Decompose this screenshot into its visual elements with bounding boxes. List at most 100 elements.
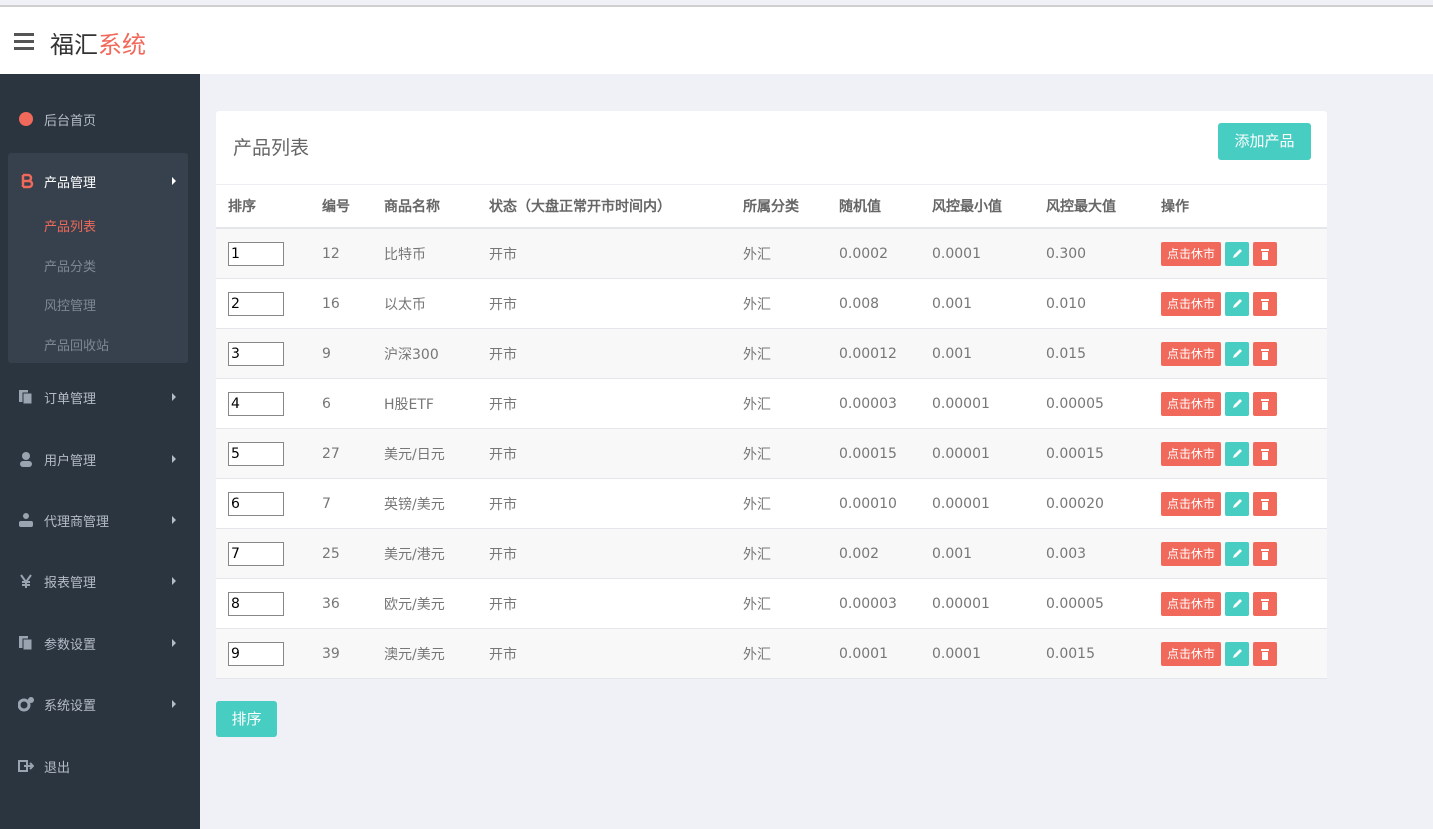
sidebar: 后台首页产品管理产品列表产品分类风控管理产品回收站订单管理用户管理代理商管理报表…	[0, 74, 200, 829]
close-market-button[interactable]: 点击休市	[1161, 541, 1222, 566]
delete-button[interactable]	[1253, 391, 1278, 416]
submenu-item[interactable]: 产品列表	[44, 220, 97, 235]
cell	[216, 278, 310, 329]
edit-button[interactable]	[1225, 341, 1250, 366]
cell	[216, 528, 310, 579]
submenu-item[interactable]: 产品回收站	[44, 338, 110, 354]
cell: 以太币	[372, 278, 477, 329]
delete-button[interactable]	[1253, 641, 1278, 666]
sort-input[interactable]	[228, 291, 284, 316]
cell: 点击休市	[1149, 378, 1327, 429]
delete-icon	[1261, 398, 1270, 410]
cell: 点击休市	[1149, 628, 1327, 679]
close-market-button[interactable]: 点击休市	[1161, 341, 1222, 366]
sort-button[interactable]: 排序	[216, 701, 277, 737]
menu-item[interactable]: 系统设置	[18, 694, 96, 714]
cell	[216, 228, 310, 279]
sort-input[interactable]	[228, 241, 284, 266]
cell: 39	[310, 628, 372, 679]
delete-icon	[1261, 298, 1270, 310]
cell: 0.00003	[827, 578, 920, 629]
sort-input[interactable]	[228, 391, 284, 416]
cell	[216, 578, 310, 629]
edit-button[interactable]	[1225, 441, 1250, 466]
close-market-button[interactable]: 点击休市	[1161, 491, 1222, 516]
edit-button[interactable]	[1225, 391, 1250, 416]
cell: 0.00015	[1034, 428, 1149, 479]
cell: 开市	[477, 528, 731, 579]
cell	[216, 628, 310, 679]
cell: 0.0002	[827, 228, 920, 279]
delete-icon	[1261, 548, 1270, 560]
menu-item[interactable]: 退出	[18, 756, 70, 776]
menu-item[interactable]: 报表管理	[18, 571, 96, 591]
close-market-button[interactable]: 点击休市	[1161, 391, 1222, 416]
submenu-item[interactable]: 风控管理	[44, 299, 97, 314]
menu-label: 退出	[44, 760, 71, 776]
delete-button[interactable]	[1253, 591, 1278, 616]
column-header: 风控最大值	[1034, 184, 1149, 229]
edit-button[interactable]	[1225, 641, 1250, 666]
cell: 点击休市	[1149, 428, 1327, 479]
menu-label: 系统设置	[44, 698, 97, 714]
delete-button[interactable]	[1253, 541, 1278, 566]
brand: 福汇系统	[50, 25, 146, 60]
cell: 0.010	[1034, 278, 1149, 329]
edit-button[interactable]	[1225, 241, 1250, 266]
cell: 开市	[477, 428, 731, 479]
close-market-button[interactable]: 点击休市	[1161, 241, 1222, 266]
menu-item[interactable]: 用户管理	[18, 449, 96, 469]
sort-input[interactable]	[228, 441, 284, 466]
close-market-button[interactable]: 点击休市	[1161, 291, 1222, 316]
brand-text: 福汇	[50, 31, 98, 59]
edit-button[interactable]	[1225, 491, 1250, 516]
delete-button[interactable]	[1253, 341, 1278, 366]
menu-item[interactable]: 后台首页	[18, 109, 96, 129]
delete-button[interactable]	[1253, 241, 1278, 266]
edit-button[interactable]	[1225, 291, 1250, 316]
cell: 点击休市	[1149, 328, 1327, 379]
delete-icon	[1261, 598, 1270, 610]
close-market-button[interactable]: 点击休市	[1161, 591, 1222, 616]
add-button[interactable]: 添加产品	[1218, 123, 1311, 160]
product-table: 排序 编号 商品名称 状态（大盘正常开市时间内） 所属分类 随机值 风控最小值 风控最大值 操作…	[216, 184, 1327, 679]
edit-icon	[1233, 448, 1243, 458]
cell: 0.00001	[920, 428, 1034, 479]
sort-input[interactable]	[228, 541, 284, 566]
menu-toggle[interactable]	[14, 33, 34, 51]
cell: 沪深300	[372, 328, 477, 379]
sort-input[interactable]	[228, 341, 284, 366]
close-market-button[interactable]: 点击休市	[1161, 441, 1222, 466]
edit-button[interactable]	[1225, 591, 1250, 616]
cell: 0.003	[1034, 528, 1149, 579]
menu-item[interactable]: 代理商管理	[18, 510, 109, 530]
menu-item[interactable]: 参数设置	[18, 633, 96, 653]
cell: 外汇	[731, 378, 827, 429]
cell: 点击休市	[1149, 278, 1327, 329]
delete-button[interactable]	[1253, 491, 1278, 516]
cell: 0.00012	[827, 328, 920, 379]
edit-icon	[1233, 298, 1243, 308]
delete-button[interactable]	[1253, 441, 1278, 466]
menu-icon	[20, 452, 32, 467]
cell: 美元/日元	[372, 428, 477, 479]
menu-item[interactable]: 产品管理	[18, 171, 96, 191]
cell: 0.001	[920, 528, 1034, 579]
sort-input[interactable]	[228, 491, 284, 516]
menu-item[interactable]: 订单管理	[18, 387, 96, 407]
edit-icon	[1233, 648, 1243, 658]
cell	[216, 478, 310, 529]
edit-button[interactable]	[1225, 541, 1250, 566]
delete-button[interactable]	[1253, 291, 1278, 316]
cell: 开市	[477, 228, 731, 279]
sort-input[interactable]	[228, 591, 284, 616]
close-market-button[interactable]: 点击休市	[1161, 641, 1222, 666]
cell	[216, 378, 310, 429]
sort-input[interactable]	[228, 641, 284, 666]
menu-icon	[19, 390, 33, 405]
submenu-item[interactable]: 产品分类	[44, 259, 97, 275]
